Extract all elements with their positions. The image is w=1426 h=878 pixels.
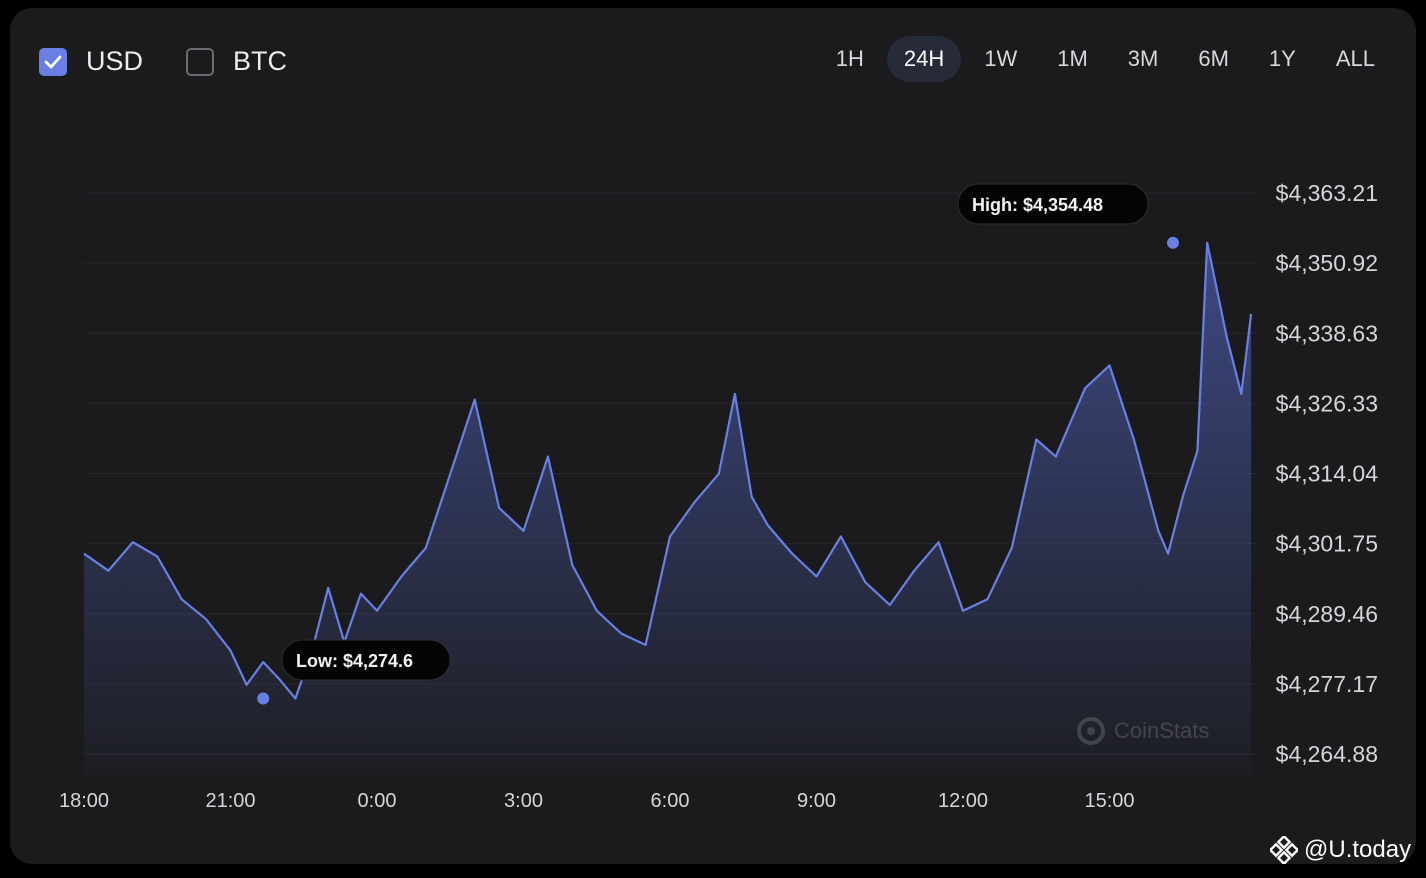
y-tick-label: $4,363.21	[1276, 180, 1378, 206]
y-tick-label: $4,314.04	[1276, 461, 1379, 487]
x-tick-label: 0:00	[358, 790, 397, 812]
utoday-brand: @U.today	[1270, 836, 1411, 864]
low-tooltip-text: Low: $4,274.6	[296, 651, 413, 671]
y-tick-label: $4,326.33	[1276, 390, 1378, 416]
range-tab-6m[interactable]: 6M	[1198, 46, 1229, 71]
y-tick-label: $4,338.63	[1276, 320, 1378, 346]
x-tick-label: 12:00	[938, 790, 988, 812]
range-tab-all[interactable]: ALL	[1335, 46, 1375, 71]
y-tick-label: $4,289.46	[1276, 601, 1378, 627]
price-chart-card: USD BTC 1H 24H 1W 1M 3M 6M 1Y ALL $4,363…	[10, 8, 1416, 864]
y-tick-label: $4,264.88	[1276, 741, 1378, 767]
usd-checkbox[interactable]	[39, 47, 67, 76]
coinstats-watermark: CoinStats	[1076, 716, 1209, 746]
range-tab-3m[interactable]: 3M	[1127, 46, 1159, 71]
brand-text: @U.today	[1304, 836, 1412, 863]
x-tick-label: 18:00	[59, 790, 109, 812]
usd-label: USD	[86, 46, 144, 76]
x-tick-label: 9:00	[797, 790, 836, 812]
low-tooltip: Low: $4,274.6	[281, 639, 451, 681]
x-tick-label: 21:00	[205, 790, 255, 812]
currency-toggle-usd[interactable]: USD	[39, 46, 143, 77]
range-tab-1h[interactable]: 1H	[835, 46, 864, 71]
watermark-text: CoinStats	[1114, 718, 1210, 743]
x-tick-label: 3:00	[504, 790, 543, 812]
price-line	[83, 241, 1253, 700]
range-tab-1y[interactable]: 1Y	[1268, 46, 1296, 71]
checkmark-icon	[44, 55, 62, 68]
x-tick-label: 15:00	[1084, 790, 1134, 812]
y-tick-label: $4,350.92	[1276, 250, 1378, 276]
range-tab-24h[interactable]: 24H	[886, 36, 962, 82]
y-tick-label: $4,301.75	[1276, 531, 1378, 557]
range-tab-1w[interactable]: 1W	[984, 46, 1018, 71]
y-tick-label: $4,277.17	[1276, 671, 1378, 697]
high-tooltip: High: $4,354.48	[957, 183, 1149, 225]
btc-label: BTC	[233, 46, 287, 76]
high-tooltip-text: High: $4,354.48	[972, 195, 1103, 215]
x-tick-label: 6:00	[651, 790, 690, 812]
low-marker[interactable]	[257, 692, 270, 705]
range-tab-1m[interactable]: 1M	[1057, 46, 1088, 71]
time-range-tabs: 1H 24H 1W 1M 3M 6M 1Y ALL	[819, 36, 1392, 82]
currency-toggle-btc[interactable]: BTC	[186, 46, 287, 77]
high-marker[interactable]	[1166, 236, 1179, 249]
coinstats-logo-icon	[1077, 717, 1105, 745]
utoday-logo-icon	[1270, 836, 1298, 864]
btc-checkbox[interactable]	[186, 47, 214, 76]
price-area-chart[interactable]: $4,363.21 $4,350.92 $4,338.63 $4,326.33 $4,3…	[10, 8, 1416, 864]
